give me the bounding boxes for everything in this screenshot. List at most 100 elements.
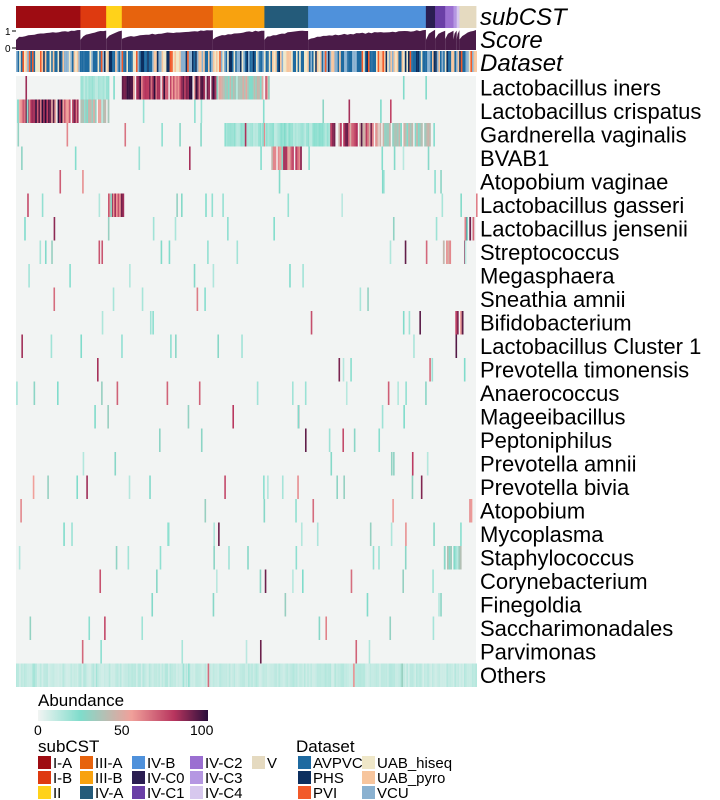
dataset-tick xyxy=(97,51,100,72)
dataset-tick xyxy=(392,51,394,72)
cell-sparse xyxy=(51,240,53,264)
dataset-tick xyxy=(128,51,130,72)
cell-gardnerella-vaginalis xyxy=(376,123,379,147)
taxon-label: Corynebacterium xyxy=(480,569,648,594)
dataset-tick xyxy=(216,51,218,72)
cell-sparse xyxy=(82,170,84,194)
subcst-track-label: subCST xyxy=(480,4,569,31)
cell-others xyxy=(395,663,397,687)
cell-lactobacillus-crispatus xyxy=(65,99,68,123)
cell-others xyxy=(128,663,130,687)
cell-lactobacillus-gasseri xyxy=(111,193,113,217)
cell-sparse xyxy=(404,546,407,570)
cell-lactobacillus-jensenii xyxy=(472,217,475,241)
cell-others xyxy=(344,663,346,687)
cell-sparse xyxy=(411,475,414,499)
cell-lactobacillus-crispatus xyxy=(32,99,34,123)
dataset-tick xyxy=(464,51,466,72)
dataset-tick xyxy=(195,51,197,72)
dataset-tick xyxy=(152,51,154,72)
cell-sparse xyxy=(316,522,319,546)
cell-others xyxy=(406,663,409,687)
cell-gardnerella-vaginalis xyxy=(400,123,402,147)
cell-bvab1 xyxy=(285,146,288,170)
cell-lactobacillus-iners xyxy=(158,76,161,100)
cell-others xyxy=(260,663,263,687)
cell-sparse xyxy=(432,569,434,593)
cell-others xyxy=(28,663,31,687)
dataset-tick xyxy=(198,51,201,72)
cell-others xyxy=(305,663,308,687)
cell-lactobacillus-iners xyxy=(198,76,201,100)
cell-sparse xyxy=(152,217,155,241)
cell-lactobacillus-crispatus xyxy=(46,99,49,123)
cell-gardnerella-vaginalis xyxy=(275,123,278,147)
cell-others xyxy=(233,663,236,687)
cell-gardnerella-vaginalis xyxy=(235,123,238,147)
subcst-legend-label-II: II xyxy=(53,785,61,800)
cell-gardnerella-vaginalis xyxy=(427,123,430,147)
cell-gardnerella-vaginalis xyxy=(364,123,366,147)
cell-others xyxy=(459,663,461,687)
dataset-tick xyxy=(59,51,61,72)
cell-others xyxy=(164,663,167,687)
cell-others xyxy=(312,663,314,687)
cell-sparse xyxy=(57,381,59,405)
cell-lactobacillus-iners xyxy=(152,76,154,100)
subcst-legend-label-IV-A: IV-A xyxy=(95,785,123,800)
cell-others xyxy=(41,663,44,687)
cell-sparse xyxy=(456,546,459,570)
dataset-tick xyxy=(372,51,375,72)
cell-sparse xyxy=(97,358,99,382)
cell-others xyxy=(432,663,434,687)
cell-gardnerella-vaginalis xyxy=(285,123,287,147)
cell-lactobacillus-iners xyxy=(82,76,84,100)
dataset-tick xyxy=(422,51,425,72)
cell-lactobacillus-iners xyxy=(176,76,178,100)
cell-lactobacillus-jensenii xyxy=(464,217,467,241)
cell-gardnerella-vaginalis xyxy=(238,123,241,147)
cell-gardnerella-vaginalis xyxy=(367,123,369,147)
cell-sparse xyxy=(244,123,247,147)
cell-lactobacillus-iners xyxy=(239,76,241,100)
dataset-tick xyxy=(182,51,185,72)
cell-gardnerella-vaginalis xyxy=(333,123,336,147)
cell-gardnerella-vaginalis xyxy=(258,123,260,147)
dataset-tick xyxy=(396,51,399,72)
cell-sparse xyxy=(318,616,321,640)
cell-gardnerella-vaginalis xyxy=(298,123,300,147)
dataset-tick xyxy=(390,51,393,72)
cell-others xyxy=(136,663,138,687)
cell-lactobacillus-crispatus xyxy=(57,99,60,123)
cell-lactobacillus-crispatus xyxy=(91,99,94,123)
cell-sparse xyxy=(402,146,405,170)
cell-others xyxy=(200,663,202,687)
cell-others xyxy=(116,663,119,687)
dataset-tick xyxy=(110,51,113,72)
dataset-tick xyxy=(171,51,173,72)
cell-sparse xyxy=(204,287,206,311)
cell-sparse xyxy=(464,240,467,264)
cell-sparse xyxy=(16,381,18,405)
cell-lactobacillus-gasseri xyxy=(108,193,110,217)
cell-others xyxy=(328,663,330,687)
cell-gardnerella-vaginalis xyxy=(320,123,323,147)
score-area-III-A xyxy=(121,30,213,50)
dataset-tick xyxy=(451,51,453,72)
cell-sparse xyxy=(50,334,53,358)
cell-sparse xyxy=(21,146,23,170)
cell-gardnerella-vaginalis xyxy=(272,123,275,147)
cell-gardnerella-vaginalis xyxy=(253,123,255,147)
cell-others xyxy=(393,663,396,687)
cell-sparse xyxy=(160,240,163,264)
cell-sparse xyxy=(226,123,228,147)
dataset-tick xyxy=(27,51,29,72)
cell-lactobacillus-iners xyxy=(211,76,214,100)
cell-lactobacillus-iners xyxy=(136,76,138,100)
cell-lactobacillus-iners xyxy=(184,76,186,100)
dataset-tick xyxy=(211,51,213,72)
cell-lactobacillus-iners xyxy=(145,76,148,100)
subcst-legend-swatch-I-B xyxy=(38,771,51,784)
dataset-tick xyxy=(246,51,249,72)
cell-others xyxy=(339,663,341,687)
